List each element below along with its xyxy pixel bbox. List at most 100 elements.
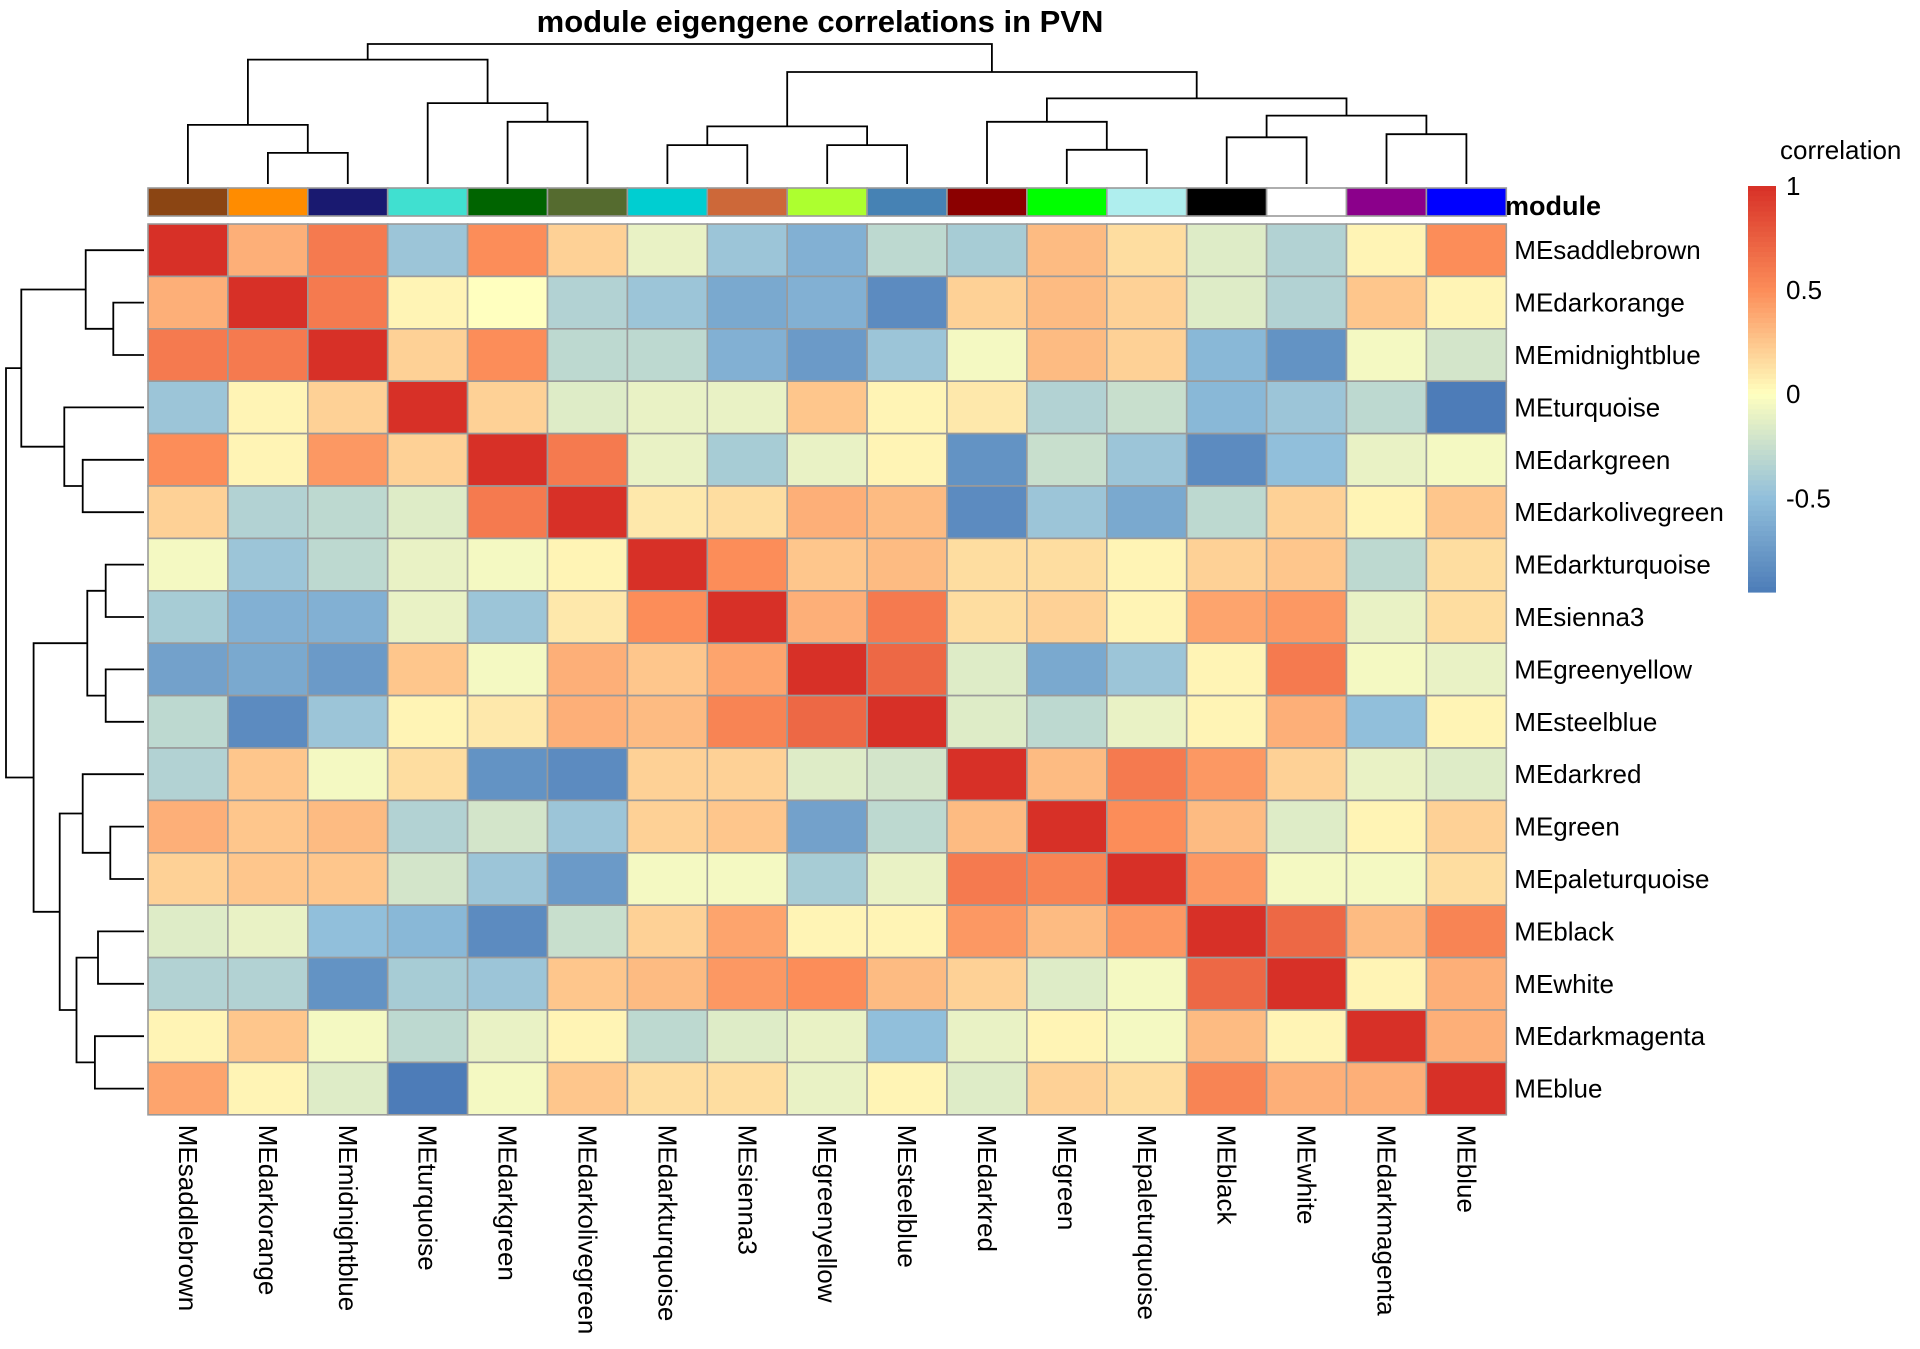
module-color-cell (1026, 187, 1108, 217)
heatmap-cell (1265, 694, 1348, 749)
row-dendrogram-branch (94, 1035, 144, 1090)
legend-color-step (1748, 561, 1776, 568)
heatmap-cell (1345, 1009, 1428, 1064)
legend-color-step (1748, 206, 1776, 212)
heatmap-cell (466, 275, 549, 330)
row-label: MEdarkmagenta (1514, 1021, 1705, 1051)
heatmap-cell (866, 537, 948, 592)
heatmap-cell (946, 747, 1028, 802)
heatmap-cell (546, 589, 629, 644)
column-label: MEdarkred (972, 1125, 1002, 1252)
heatmap-cell (1345, 223, 1428, 278)
heatmap-cell (866, 589, 948, 644)
legend-color-step (1748, 267, 1776, 273)
heatmap-cell (306, 694, 389, 749)
heatmap-cell (1106, 380, 1188, 435)
heatmap-cell (147, 904, 229, 959)
heatmap-cell (147, 956, 229, 1011)
heatmap-cell (466, 327, 549, 382)
heatmap-cell (1106, 223, 1188, 278)
heatmap-cell (706, 799, 788, 854)
heatmap-cell (626, 799, 709, 854)
heatmap-cells (147, 223, 1508, 1116)
heatmap-cell (866, 642, 948, 697)
legend-color-step (1748, 505, 1776, 512)
legend-color-step (1748, 419, 1776, 426)
heatmap-cell (386, 904, 469, 959)
heatmap-cell (1185, 747, 1268, 802)
heatmap-cell (1185, 851, 1268, 906)
heatmap-cell (946, 327, 1028, 382)
row-label: MEturquoise (1514, 392, 1660, 422)
legend-color-step (1748, 576, 1776, 583)
row-label: MEmidnightblue (1514, 340, 1700, 370)
module-color-cell (626, 187, 709, 217)
heatmap-cell (546, 380, 629, 435)
heatmap-cell (1345, 537, 1428, 592)
heatmap-cell (1185, 1009, 1268, 1064)
heatmap-cell (546, 642, 629, 697)
heatmap-cell (786, 223, 868, 278)
heatmap-cell (1106, 694, 1188, 749)
heatmap-cell (546, 904, 629, 959)
heatmap-cell (466, 851, 549, 906)
heatmap-cell (546, 537, 629, 592)
heatmap-cell (227, 694, 309, 749)
heatmap-cell (386, 694, 469, 749)
heatmap-cell (1265, 904, 1348, 959)
legend-color-step (1748, 241, 1776, 248)
heatmap-cell (1345, 589, 1428, 644)
heatmap-cell (147, 694, 229, 749)
heatmap-cell (147, 380, 229, 435)
heatmap-cell (786, 275, 868, 330)
legend-color-step (1748, 586, 1776, 593)
heatmap-cell (147, 223, 229, 278)
heatmap-cell (1026, 694, 1108, 749)
heatmap-cell (227, 1061, 309, 1116)
heatmap-cell (1265, 799, 1348, 854)
heatmap-cell (466, 432, 549, 487)
legend-color-step (1748, 515, 1776, 522)
legend-color-step (1748, 465, 1776, 471)
heatmap-cell (1425, 642, 1508, 697)
heatmap-cell (626, 904, 709, 959)
heatmap-cell (1106, 589, 1188, 644)
heatmap-cell (1106, 432, 1188, 487)
module-color-cell (1106, 187, 1188, 217)
legend-color-step (1748, 460, 1776, 466)
legend-color-step (1748, 475, 1776, 481)
legend-color-step (1748, 323, 1776, 329)
legend-color-step (1748, 546, 1776, 552)
heatmap-cell (1185, 956, 1268, 1011)
heatmap-cell (466, 904, 549, 959)
heatmap-cell (466, 537, 549, 592)
module-color-cell (1265, 187, 1348, 217)
legend-color-step (1748, 566, 1776, 573)
heatmap-cell (306, 432, 389, 487)
column-dendrogram-branch (506, 120, 589, 184)
row-dendrogram-branch (20, 288, 86, 448)
legend-color-step (1748, 389, 1776, 395)
heatmap-cell (706, 537, 788, 592)
legend-color-step (1748, 312, 1776, 319)
column-label: MEgreen (1052, 1125, 1082, 1231)
module-annotation-row (147, 187, 1508, 217)
column-label: MEmidnightblue (333, 1125, 363, 1311)
heatmap-cell (626, 327, 709, 382)
column-dendrogram-branch (1046, 97, 1348, 122)
legend-color-step (1748, 262, 1776, 268)
heatmap-cell (386, 747, 469, 802)
row-dendrogram-branch (81, 458, 144, 514)
heatmap-cell (546, 799, 629, 854)
heatmap-cell (466, 694, 549, 749)
heatmap-cell (786, 380, 868, 435)
legend-color-step (1748, 520, 1776, 527)
heatmap-cell (1425, 1009, 1508, 1064)
row-dendrogram-branch (104, 668, 144, 723)
heatmap-cell (946, 432, 1028, 487)
legend-color-step (1748, 394, 1776, 400)
heatmap-cell (1026, 537, 1108, 592)
heatmap-cell (1265, 589, 1348, 644)
heatmap-cell (306, 589, 389, 644)
heatmap-cell (946, 380, 1028, 435)
